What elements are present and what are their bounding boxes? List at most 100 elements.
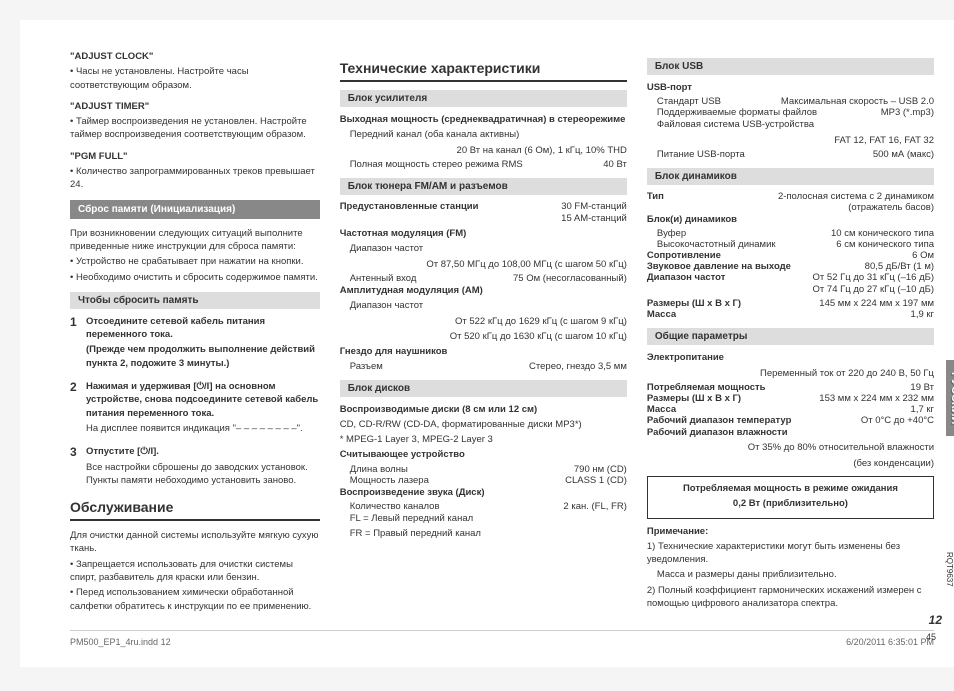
usb-std-r: Максимальная скорость – USB 2.0 <box>781 96 934 107</box>
reset-sub: Чтобы сбросить память <box>70 292 320 309</box>
hum-r1: От 35% до 80% относительной влажности <box>647 441 934 454</box>
mass2-l: Масса <box>647 404 676 415</box>
step2-b: На дисплее появится индикация "– – – – –… <box>86 422 320 435</box>
footer: PM500_EP1_4ru.indd 12 6/20/2011 6:35:01 … <box>70 630 934 647</box>
usb-pwr-l: Питание USB-порта <box>657 149 745 160</box>
usb-port-h: USB-порт <box>647 81 934 94</box>
temp-r: От 0°C до +40°C <box>861 415 934 426</box>
disc-sub: Блок дисков <box>340 380 627 397</box>
amp-row3-r: 40 Вт <box>603 159 627 170</box>
hum-r2: (без конденсации) <box>647 457 934 470</box>
column-3: Блок USB USB-порт Стандарт USBМаксимальн… <box>647 50 934 615</box>
hp-h: Гнездо для наушников <box>340 345 627 358</box>
step-1: 1 Отсоедините сетевой кабель питания пер… <box>70 315 320 372</box>
page-number: 12 <box>929 613 942 627</box>
maint-p1: Для очистки данной системы используйте м… <box>70 529 320 556</box>
usb-fs-r: FAT 12, FAT 16, FAT 32 <box>647 134 934 147</box>
spk-type-l: Тип <box>647 191 664 213</box>
usb-std-l: Стандарт USB <box>657 96 721 107</box>
freq-r1: От 52 Гц до 31 кГц (–16 дБ) <box>813 272 934 283</box>
disc-p2: * MPEG-1 Layer 3, MPEG-2 Layer 3 <box>340 433 627 446</box>
step-num: 2 <box>70 380 86 437</box>
adjust-clock-text: Часы не установлены. Настройте часы соот… <box>70 65 320 92</box>
pgm-full-h: "PGM FULL" <box>70 150 320 163</box>
note2: 2) Полный коэффициент гармонических иска… <box>647 584 934 611</box>
pickup-h: Считывающее устройство <box>340 448 627 461</box>
disc-h: Воспроизводимые диски (8 см или 12 см) <box>340 403 627 416</box>
am-range-l: Диапазон частот <box>340 299 627 312</box>
mass2-r: 1,7 кг <box>911 404 934 415</box>
imp-r: 6 Ом <box>912 250 934 261</box>
amp-row2-r: 20 Вт на канал (6 Ом), 1 кГц, 10% THD <box>340 144 627 157</box>
dim-r: 145 мм x 224 мм x 197 мм <box>819 298 934 309</box>
fr: FR = Правый передний канал <box>340 527 627 540</box>
spl-l: Звуковое давление на выходе <box>647 261 791 272</box>
mass-l: Масса <box>647 309 676 320</box>
power-h: Электропитание <box>647 351 934 364</box>
am-range-r1: От 522 кГц до 1629 кГц (с шагом 9 кГц) <box>340 315 627 328</box>
step-num: 1 <box>70 315 86 372</box>
maint-b2: Перед использованием химически обработан… <box>70 586 320 613</box>
hum-l: Рабочий диапазон влажности <box>647 426 934 439</box>
dim-l: Размеры (Ш x В x Г) <box>647 298 741 309</box>
amp-row1: Выходная мощность (среднеквадратичная) в… <box>340 113 627 126</box>
usb-fs-l: Файловая система USB-устройства <box>647 118 934 131</box>
dim2-r: 153 мм x 224 мм x 232 мм <box>819 393 934 404</box>
fm-ant-r: 75 Ом (несогласованный) <box>513 273 627 284</box>
amp-row3-l: Полная мощность стерео режима RMS <box>350 159 523 170</box>
page: "ADJUST CLOCK" Часы не установлены. Наст… <box>20 20 954 667</box>
step-num: 3 <box>70 445 86 489</box>
hp-r: Стерео, гнездо 3,5 мм <box>529 361 627 372</box>
adjust-clock-h: "ADJUST CLOCK" <box>70 50 320 63</box>
standby1: Потребляемая мощность в режиме ожидания <box>656 482 925 495</box>
standby2: 0,2 Вт (приблизительно) <box>656 497 925 510</box>
fm-range-r: От 87,50 МГц до 108,00 МГц (с шагом 50 к… <box>340 258 627 271</box>
fm-h: Частотная модуляция (FM) <box>340 227 627 240</box>
ch-r: 2 кан. (FL, FR) <box>563 501 626 512</box>
usb-fmt-l: Поддерживаемые форматы файлов <box>657 107 817 118</box>
spk-units-h: Блок(и) динамиков <box>647 213 934 226</box>
footer-file: PM500_EP1_4ru.indd 12 <box>70 637 171 647</box>
maintenance-heading: Обслуживание <box>70 499 320 521</box>
wave-l: Длина волны <box>350 464 408 475</box>
maint-b1: Запрещается использовать для очистки сис… <box>70 558 320 585</box>
audio-h: Воспроизведение звука (Диск) <box>340 486 627 499</box>
am-h: Амплитудная модуляция (AM) <box>340 284 627 297</box>
cons-r: 19 Вт <box>910 382 934 393</box>
column-1: "ADJUST CLOCK" Часы не установлены. Наст… <box>70 50 320 615</box>
ch-l: Количество каналов <box>350 501 440 512</box>
specs-heading: Технические характеристики <box>340 60 627 82</box>
note1: 1) Технические характеристики могут быть… <box>647 540 934 567</box>
laser-r: CLASS 1 (CD) <box>565 475 627 486</box>
step-2: 2 Нажимая и удерживая [⏻/I] на основном … <box>70 380 320 437</box>
column-2: Технические характеристики Блок усилител… <box>340 50 627 615</box>
step-3: 3 Отпустите [⏻/I]. Все настройки сброшен… <box>70 445 320 489</box>
pgm-full-text: Количество запрограммированных треков пр… <box>70 165 320 192</box>
rot-code: RQT9637 <box>945 552 954 587</box>
temp-l: Рабочий диапазон температур <box>647 415 792 426</box>
tuner-sub: Блок тюнера FM/AM и разъемов <box>340 178 627 195</box>
adjust-timer-h: "ADJUST TIMER" <box>70 100 320 113</box>
freq-l: Диапазон частот <box>647 272 726 283</box>
spk-sub: Блок динамиков <box>647 168 934 185</box>
standby-box: Потребляемая мощность в режиме ожидания … <box>647 476 934 519</box>
imp-l: Сопротивление <box>647 250 721 261</box>
am-range-r2: От 520 кГц до 1630 кГц (с шагом 10 кГц) <box>340 330 627 343</box>
reset-b2: Необходимо очистить и сбросить содержимо… <box>70 271 320 284</box>
amp-row2-l: Передний канал (оба канала активны) <box>340 128 627 141</box>
disc-p1: CD, CD-R/RW (CD-DA, форматированные диск… <box>340 418 627 431</box>
spk-type-r: 2-полосная система с 2 динамиком (отража… <box>762 191 934 213</box>
reset-header: Сброс памяти (Инициализация) <box>70 200 320 219</box>
spl-r: 80,5 дБ/Вт (1 м) <box>865 261 934 272</box>
power-r: Переменный ток от 220 до 240 В, 50 Гц <box>647 367 934 380</box>
fl: FL = Левый передний канал <box>340 512 627 525</box>
language-tab: РУССКИЙ <box>946 360 954 436</box>
usb-pwr-r: 500 мА (макс) <box>873 149 934 160</box>
footer-timestamp: 6/20/2011 6:35:01 PM <box>846 637 934 647</box>
step2-a: Нажимая и удерживая [⏻/I] на основном ус… <box>86 380 320 420</box>
note1b: Масса и размеры даны приблизительно. <box>647 568 934 581</box>
fm-range-l: Диапазон частот <box>340 242 627 255</box>
gen-sub: Общие параметры <box>647 328 934 345</box>
laser-l: Мощность лазера <box>350 475 429 486</box>
content-columns: "ADJUST CLOCK" Часы не установлены. Наст… <box>70 50 934 615</box>
